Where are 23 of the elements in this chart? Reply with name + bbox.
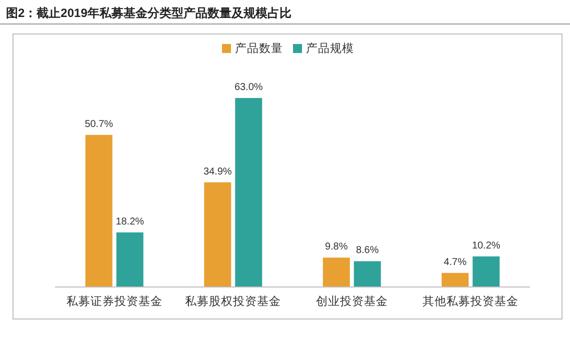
- bar: [235, 98, 262, 287]
- chart-title: 图2：截止2019年私募基金分类型产品数量及规模占比: [6, 6, 292, 20]
- bar: [85, 134, 112, 287]
- data-label: 4.7%: [444, 256, 467, 268]
- x-tick-label: 私募股权投资基金: [185, 295, 282, 308]
- data-label: 50.7%: [84, 118, 114, 130]
- legend-label: 产品数量: [235, 41, 283, 55]
- bar: [442, 272, 469, 287]
- data-label: 63.0%: [234, 82, 263, 93]
- data-label: 18.2%: [116, 216, 144, 228]
- data-label: 10.2%: [472, 240, 500, 252]
- bar: [354, 261, 381, 287]
- legend-label: 产品规模: [306, 41, 354, 55]
- bar: [116, 232, 144, 287]
- data-label: 9.8%: [324, 242, 348, 253]
- bar: [204, 182, 232, 287]
- data-label: 8.6%: [356, 245, 379, 256]
- bar: [472, 256, 500, 287]
- x-tick-label: 私募证券投资基金: [66, 295, 162, 308]
- x-tick-label: 其他私募投资基金: [422, 295, 519, 308]
- x-tick-label: 创业投资基金: [316, 295, 388, 308]
- data-label: 34.9%: [203, 166, 232, 178]
- bar: [322, 258, 350, 287]
